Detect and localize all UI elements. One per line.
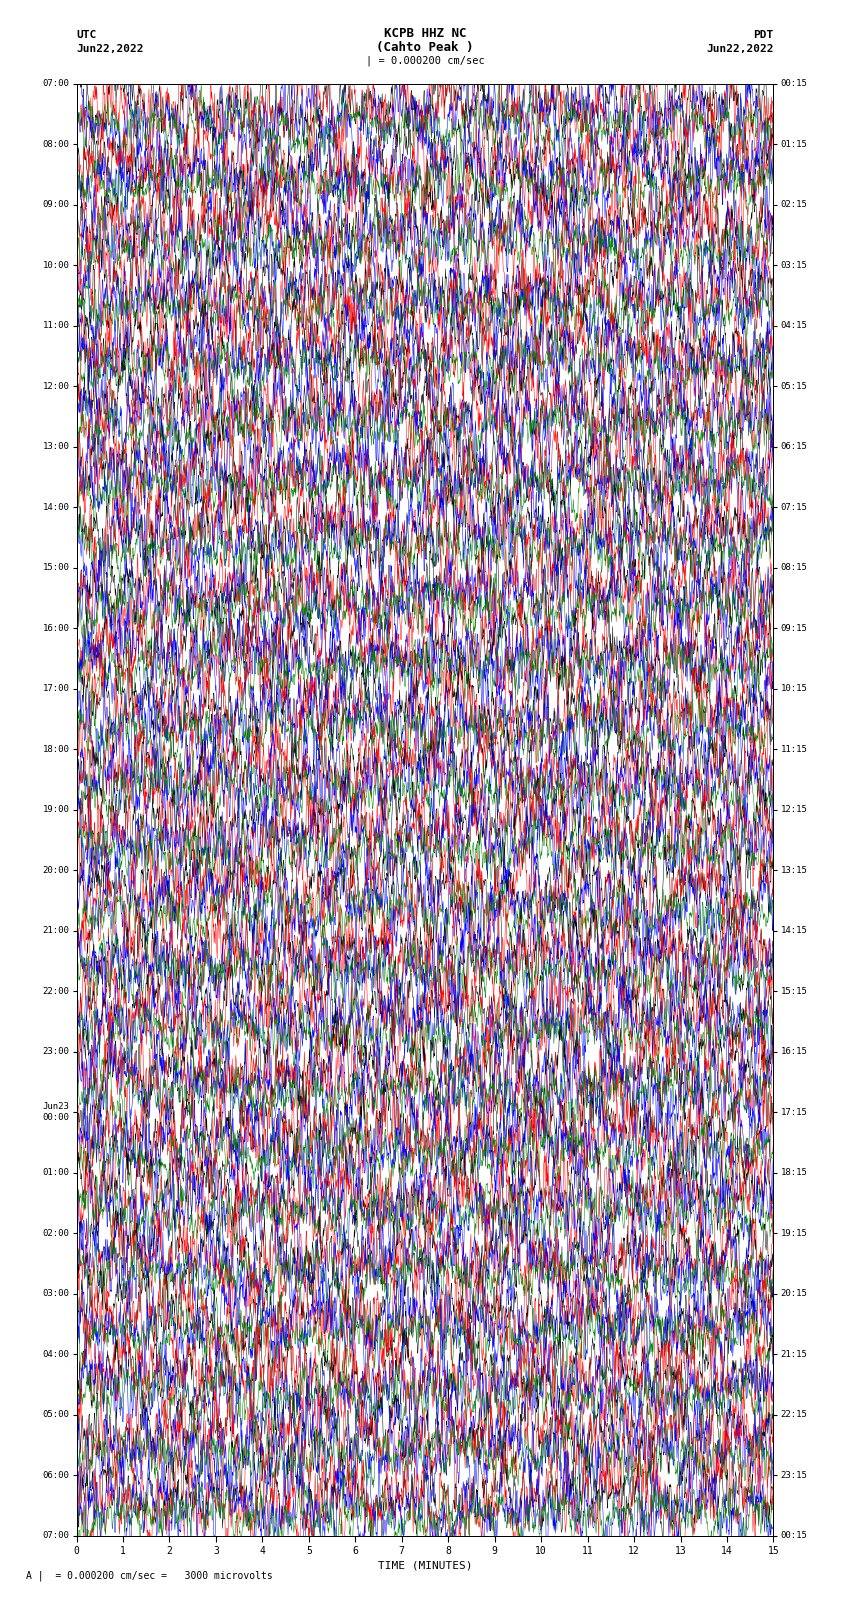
Text: (Cahto Peak ): (Cahto Peak ): [377, 40, 473, 53]
Text: | = 0.000200 cm/sec: | = 0.000200 cm/sec: [366, 55, 484, 66]
Text: A |  = 0.000200 cm/sec =   3000 microvolts: A | = 0.000200 cm/sec = 3000 microvolts: [26, 1569, 272, 1581]
Text: Jun22,2022: Jun22,2022: [76, 44, 144, 53]
Text: KCPB HHZ NC: KCPB HHZ NC: [383, 26, 467, 39]
Text: Jun22,2022: Jun22,2022: [706, 44, 774, 53]
X-axis label: TIME (MINUTES): TIME (MINUTES): [377, 1560, 473, 1569]
Text: PDT: PDT: [753, 29, 774, 39]
Text: UTC: UTC: [76, 29, 97, 39]
